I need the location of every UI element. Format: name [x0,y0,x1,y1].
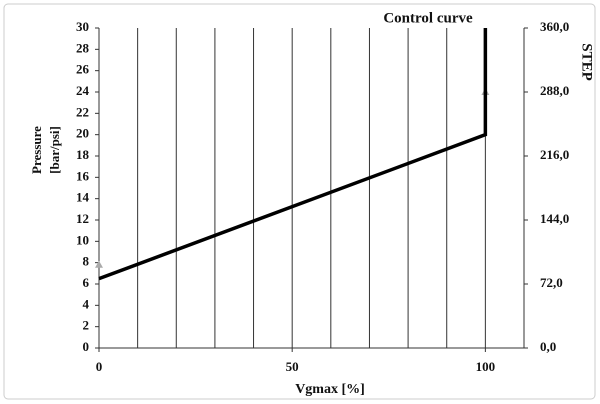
y2-tick-label: 216,0 [540,147,569,162]
y2-tick-label: 144,0 [540,211,569,226]
y-tick-label: 14 [76,190,90,205]
x-tick-label: 100 [476,359,496,374]
y-tick-label: 10 [76,232,89,247]
y-tick-label: 8 [83,254,90,269]
x-tick-label: 0 [96,359,103,374]
y-tick-label: 24 [76,83,90,98]
y-axis-label: [bar/psi] [47,126,62,174]
y-tick-label: 20 [76,126,89,141]
y-tick-label: 18 [76,147,90,162]
x-axis-label: Vgmax [%] [295,382,365,397]
y-tick-label: 0 [83,339,90,354]
y-axis-label: Pressure [29,126,44,174]
y2-tick-label: 0,0 [540,339,556,354]
y2-axis-label: STEP [579,43,595,81]
y-tick-label: 28 [76,40,90,55]
y-tick-label: 26 [76,62,90,77]
y-tick-label: 30 [76,19,89,34]
chart-title: Control curve [383,10,473,26]
y-tick-label: 4 [83,296,90,311]
y-tick-label: 12 [76,211,89,226]
y2-tick-label: 72,0 [540,275,563,290]
line [98,28,488,281]
y-tick-label: 6 [83,275,90,290]
x-tick-label: 50 [286,359,299,374]
y-tick-label: 16 [76,168,90,183]
y2-tick-label: 360,0 [540,19,569,34]
frame [3,3,596,400]
y2-tick-label: 288,0 [540,83,569,98]
y-tick-label: 22 [76,104,89,119]
y-tick-label: 2 [83,318,90,333]
marker [95,260,103,268]
